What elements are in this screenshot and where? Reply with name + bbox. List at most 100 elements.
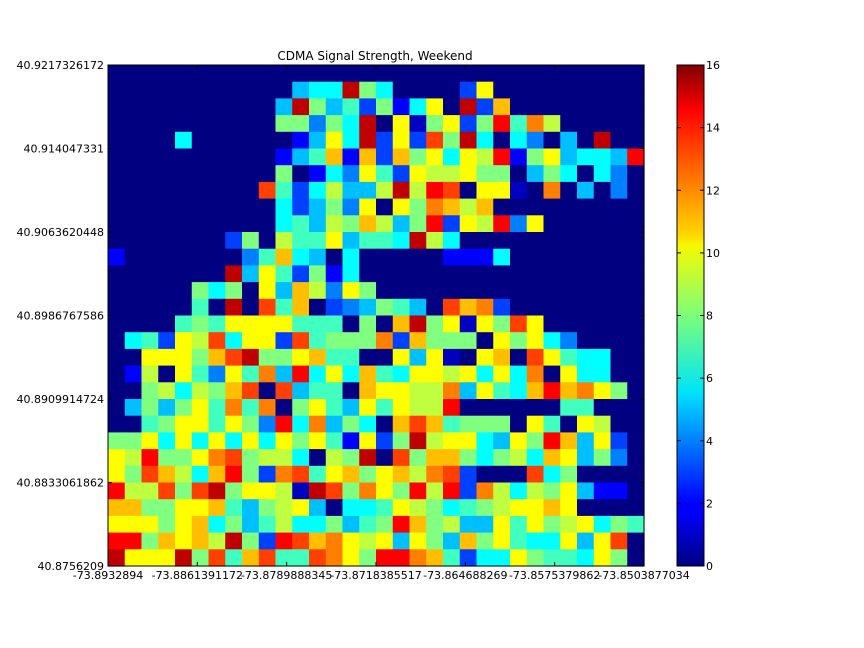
heatmap-cell xyxy=(409,165,427,183)
heatmap-cell xyxy=(443,298,461,317)
heatmap-cell xyxy=(225,399,243,417)
heatmap-cell xyxy=(543,248,561,266)
heatmap-cell xyxy=(309,432,327,450)
heatmap-cell xyxy=(610,265,628,283)
heatmap-cell xyxy=(258,232,277,250)
heatmap-cell xyxy=(191,298,210,317)
heatmap-cell xyxy=(342,515,360,534)
heatmap-cell xyxy=(309,198,327,216)
heatmap-cell xyxy=(124,499,143,517)
heatmap-cell xyxy=(426,98,444,116)
heatmap-cell xyxy=(158,315,176,333)
y-axis: 40.8756209 40.8833061862 40.8909914724 40.8… xyxy=(17,59,644,573)
heatmap-cell xyxy=(493,65,511,83)
heatmap-cell xyxy=(593,165,612,183)
heatmap-cell xyxy=(325,415,344,433)
heatmap-cell xyxy=(610,399,628,417)
heatmap-cell xyxy=(593,65,612,83)
heatmap-cell xyxy=(258,399,277,417)
heatmap-cell xyxy=(593,115,612,133)
heatmap-cell xyxy=(493,382,511,400)
heatmap-cell xyxy=(242,98,260,116)
heatmap-cell xyxy=(191,549,210,567)
heatmap-cell xyxy=(208,298,226,317)
heatmap-cell xyxy=(493,515,511,534)
heatmap-cell xyxy=(543,382,561,400)
heatmap-cell xyxy=(158,148,176,166)
heatmap-cell xyxy=(627,232,645,250)
heatmap-cell xyxy=(124,532,143,550)
heatmap-cell xyxy=(342,148,360,166)
heatmap-cell xyxy=(158,81,176,99)
heatmap-cell xyxy=(175,499,193,517)
heatmap-cell xyxy=(610,248,628,266)
heatmap-cell xyxy=(543,465,561,484)
heatmap-cell xyxy=(409,532,427,550)
heatmap-cell xyxy=(359,98,377,116)
heatmap-cell xyxy=(493,198,511,216)
heatmap-cell xyxy=(158,65,176,83)
heatmap-cell xyxy=(158,198,176,216)
heatmap-cell xyxy=(543,499,561,517)
heatmap-cell xyxy=(325,215,344,233)
heatmap-cell xyxy=(175,515,193,534)
heatmap-cell xyxy=(124,148,143,166)
heatmap-cell xyxy=(543,365,561,383)
heatmap-cell xyxy=(577,248,595,266)
heatmap-cell xyxy=(593,282,612,300)
heatmap-cell xyxy=(275,98,293,116)
chart-title: CDMA Signal Strength, Weekend xyxy=(277,49,472,63)
heatmap-cell xyxy=(208,198,226,216)
heatmap-cell xyxy=(342,465,360,484)
heatmap-cell xyxy=(376,449,394,467)
heatmap-cell xyxy=(309,81,327,99)
heatmap-cell xyxy=(510,115,528,133)
heatmap-cell xyxy=(359,532,377,550)
heatmap-cell xyxy=(359,298,377,317)
heatmap-cell xyxy=(325,348,344,367)
heatmap-cell xyxy=(359,248,377,266)
heatmap-cell xyxy=(258,215,277,233)
heatmap-cell xyxy=(191,465,210,484)
heatmap-cell xyxy=(426,432,444,450)
heatmap-cell xyxy=(510,232,528,250)
x-tick-label: -73.8932894 xyxy=(73,569,143,582)
heatmap-cell xyxy=(426,81,444,99)
heatmap-cell xyxy=(342,115,360,133)
heatmap-cell xyxy=(526,399,545,417)
heatmap-cell xyxy=(627,115,645,133)
heatmap-cell xyxy=(443,365,461,383)
heatmap-cell xyxy=(392,148,411,166)
heatmap-cell xyxy=(577,131,595,150)
heatmap-cell xyxy=(325,515,344,534)
heatmap-cell xyxy=(225,348,243,367)
heatmap-cell xyxy=(426,248,444,266)
heatmap-cell xyxy=(560,315,578,333)
heatmap-cell xyxy=(208,181,226,200)
heatmap-cell xyxy=(342,532,360,550)
heatmap-cell xyxy=(610,298,628,317)
heatmap-cell xyxy=(510,282,528,300)
heatmap-cell xyxy=(459,432,478,450)
heatmap-cell xyxy=(158,432,176,450)
heatmap-cell xyxy=(560,415,578,433)
heatmap-cell xyxy=(510,465,528,484)
heatmap-cell xyxy=(108,399,126,417)
heatmap-cell xyxy=(593,399,612,417)
heatmap-cell xyxy=(409,148,427,166)
heatmap-cell xyxy=(309,248,327,266)
heatmap-cell xyxy=(258,248,277,266)
heatmap-cell xyxy=(208,232,226,250)
heatmap-cell xyxy=(158,549,176,567)
heatmap-cell xyxy=(108,549,126,567)
heatmap-cell xyxy=(292,98,310,116)
heatmap-cell xyxy=(292,81,310,99)
heatmap-cell xyxy=(275,482,293,500)
colorbar-tick-label: 10 xyxy=(706,247,720,260)
heatmap-cell xyxy=(141,131,159,150)
heatmap-cell xyxy=(560,399,578,417)
heatmap-cell xyxy=(292,532,310,550)
heatmap-cell xyxy=(476,198,494,216)
heatmap-cell xyxy=(409,131,427,150)
heatmap-cell xyxy=(359,415,377,433)
